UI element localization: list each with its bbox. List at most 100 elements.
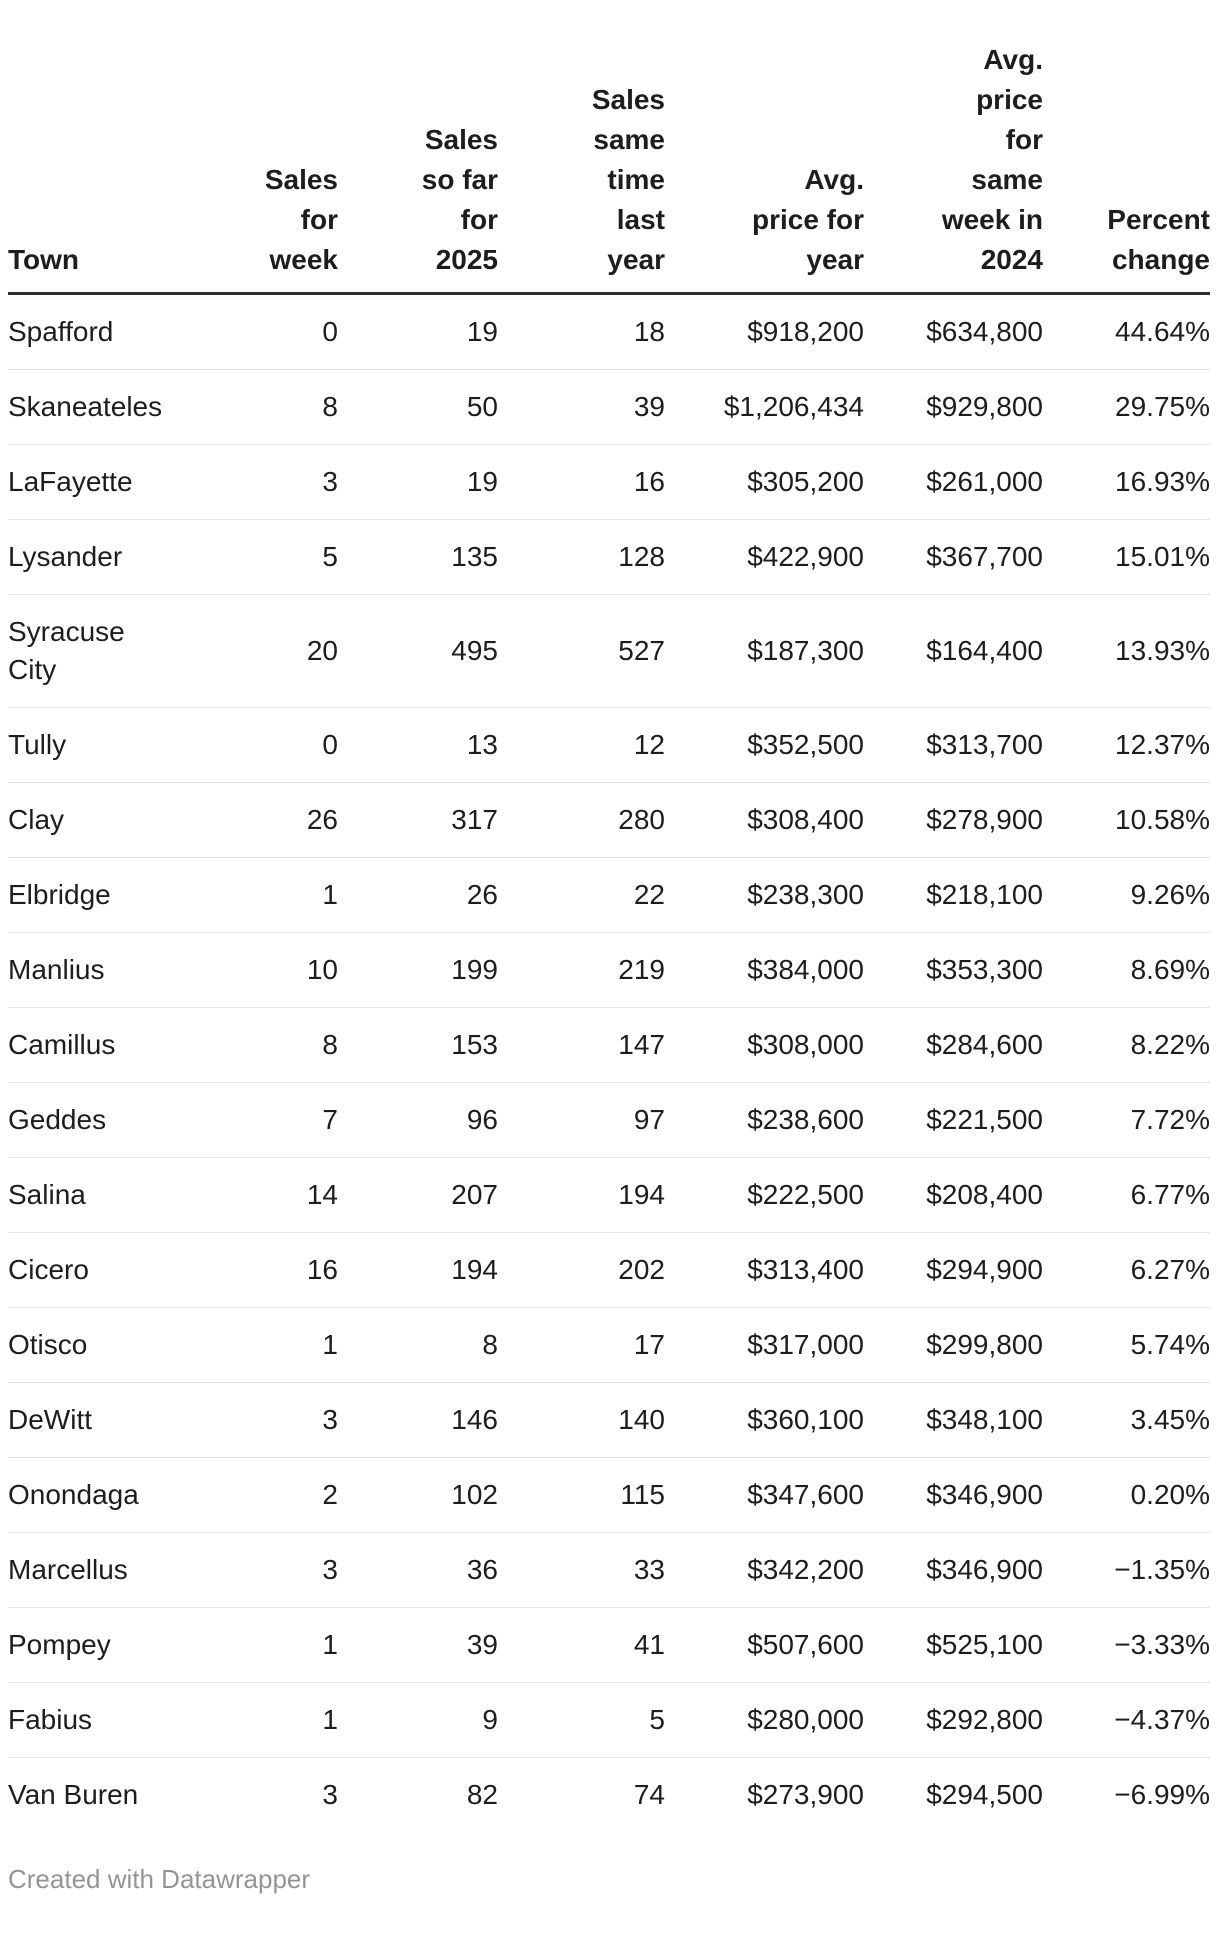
cell-avg-price-year: $238,600 — [747, 1104, 864, 1135]
table-body: Spafford 0 19 18 $918,200 $634,800 44.64% Skane… — [8, 294, 1210, 1833]
cell-percent-change: 6.27% — [1130, 1254, 1210, 1285]
cell-avg-price-year: $352,500 — [747, 729, 864, 760]
cell-town: Van Buren — [8, 1779, 139, 1810]
cell-avg-price-2024: $218,100 — [926, 879, 1043, 910]
cell-sales-2025: 96 — [466, 1104, 498, 1135]
cell-avg-price-year: $347,600 — [747, 1479, 864, 1510]
cell-town: Syracuse City — [8, 616, 125, 685]
cell-percent-change: 44.64% — [1115, 316, 1210, 347]
cell-town: Pompey — [8, 1629, 111, 1660]
table-header: Town Sales for week Sales so far for 202… — [8, 0, 1210, 294]
column-header-sales-last-year: Sales same time last year — [591, 84, 665, 275]
cell-sales-week: 3 — [322, 1404, 338, 1435]
cell-sales-2025: 19 — [466, 316, 498, 347]
cell-avg-price-year: $360,100 — [747, 1404, 864, 1435]
table-row: Salina 14 207 194 $222,500 $208,400 6.77% — [8, 1158, 1210, 1233]
cell-avg-price-year: $1,206,434 — [723, 391, 864, 422]
cell-sales-week: 8 — [322, 1029, 338, 1060]
cell-avg-price-year: $308,400 — [747, 804, 864, 835]
cell-town: Fabius — [8, 1704, 93, 1735]
cell-avg-price-year: $238,300 — [747, 879, 864, 910]
cell-town: DeWitt — [8, 1404, 92, 1435]
column-header-avg-price-year: Avg. price for year — [751, 164, 864, 275]
cell-town: Otisco — [8, 1329, 88, 1360]
cell-sales-2025: 26 — [466, 879, 498, 910]
cell-avg-price-2024: $278,900 — [926, 804, 1043, 835]
cell-avg-price-year: $342,200 — [747, 1554, 864, 1585]
cell-sales-last-year: 147 — [618, 1029, 665, 1060]
cell-sales-week: 5 — [322, 541, 338, 572]
cell-sales-2025: 39 — [466, 1629, 498, 1660]
cell-avg-price-2024: $294,500 — [926, 1779, 1043, 1810]
cell-sales-2025: 135 — [451, 541, 498, 572]
cell-sales-last-year: 41 — [633, 1629, 665, 1660]
cell-percent-change: 16.93% — [1115, 466, 1210, 497]
table-row: Fabius 1 9 5 $280,000 $292,800 −4.37% — [8, 1683, 1210, 1758]
cell-town: Elbridge — [8, 879, 111, 910]
cell-sales-week: 3 — [322, 1554, 338, 1585]
cell-avg-price-2024: $261,000 — [926, 466, 1043, 497]
cell-avg-price-2024: $221,500 — [926, 1104, 1043, 1135]
cell-sales-last-year: 115 — [620, 1479, 665, 1510]
cell-town: Onondaga — [8, 1479, 139, 1510]
cell-sales-2025: 199 — [451, 954, 498, 985]
cell-sales-week: 2 — [322, 1479, 338, 1510]
cell-sales-last-year: 140 — [618, 1404, 665, 1435]
cell-town: Clay — [8, 804, 65, 835]
table-row: Onondaga 2 102 115 $347,600 $346,900 0.20% — [8, 1458, 1210, 1533]
cell-sales-week: 20 — [306, 635, 338, 666]
cell-sales-2025: 146 — [451, 1404, 498, 1435]
cell-percent-change: 3.45% — [1130, 1404, 1210, 1435]
cell-avg-price-year: $273,900 — [747, 1779, 864, 1810]
cell-avg-price-2024: $367,700 — [926, 541, 1043, 572]
cell-avg-price-2024: $525,100 — [926, 1629, 1043, 1660]
cell-sales-last-year: 219 — [618, 954, 665, 985]
table-row: Camillus 8 153 147 $308,000 $284,600 8.22% — [8, 1008, 1210, 1083]
cell-avg-price-year: $384,000 — [747, 954, 864, 985]
cell-sales-week: 26 — [306, 804, 338, 835]
cell-sales-week: 1 — [322, 1329, 338, 1360]
table-row: DeWitt 3 146 140 $360,100 $348,100 3.45% — [8, 1383, 1210, 1458]
cell-percent-change: −6.99% — [1114, 1779, 1210, 1810]
cell-percent-change: 15.01% — [1115, 541, 1210, 572]
cell-sales-2025: 8 — [482, 1329, 498, 1360]
cell-sales-week: 3 — [322, 466, 338, 497]
cell-avg-price-year: $280,000 — [747, 1704, 864, 1735]
cell-avg-price-year: $918,200 — [747, 316, 864, 347]
cell-sales-last-year: 202 — [618, 1254, 665, 1285]
sales-table: Town Sales for week Sales so far for 202… — [8, 0, 1210, 1832]
cell-sales-last-year: 39 — [633, 391, 665, 422]
cell-sales-last-year: 527 — [618, 635, 665, 666]
cell-avg-price-year: $422,900 — [747, 541, 864, 572]
cell-avg-price-2024: $299,800 — [926, 1329, 1043, 1360]
cell-town: Salina — [8, 1179, 86, 1210]
datawrapper-attribution-link[interactable]: Created with Datawrapper — [8, 1864, 311, 1894]
cell-avg-price-2024: $346,900 — [926, 1554, 1043, 1585]
cell-sales-last-year: 18 — [633, 316, 665, 347]
cell-sales-week: 0 — [322, 316, 338, 347]
table-row: Tully 0 13 12 $352,500 $313,700 12.37% — [8, 708, 1210, 783]
cell-sales-2025: 495 — [451, 635, 498, 666]
cell-sales-2025: 153 — [451, 1029, 498, 1060]
cell-town: Geddes — [8, 1104, 107, 1135]
cell-sales-2025: 317 — [451, 804, 498, 835]
cell-percent-change: 0.20% — [1130, 1479, 1210, 1510]
cell-sales-week: 1 — [322, 1629, 338, 1660]
cell-percent-change: 29.75% — [1115, 391, 1210, 422]
cell-sales-2025: 102 — [451, 1479, 498, 1510]
column-header-percent-change: Percent change — [1107, 204, 1210, 275]
cell-town: Spafford — [8, 316, 114, 347]
cell-sales-last-year: 128 — [618, 541, 665, 572]
header-row: Town Sales for week Sales so far for 202… — [8, 0, 1210, 294]
cell-sales-week: 10 — [306, 954, 338, 985]
cell-town: Skaneateles — [8, 391, 163, 422]
cell-avg-price-year: $187,300 — [747, 635, 864, 666]
cell-avg-price-2024: $353,300 — [926, 954, 1043, 985]
cell-percent-change: 13.93% — [1115, 635, 1210, 666]
cell-percent-change: 10.58% — [1115, 804, 1210, 835]
cell-sales-week: 3 — [322, 1779, 338, 1810]
cell-percent-change: 5.74% — [1130, 1329, 1210, 1360]
cell-sales-week: 14 — [306, 1179, 338, 1210]
cell-sales-2025: 9 — [482, 1704, 498, 1735]
cell-sales-week: 16 — [306, 1254, 338, 1285]
